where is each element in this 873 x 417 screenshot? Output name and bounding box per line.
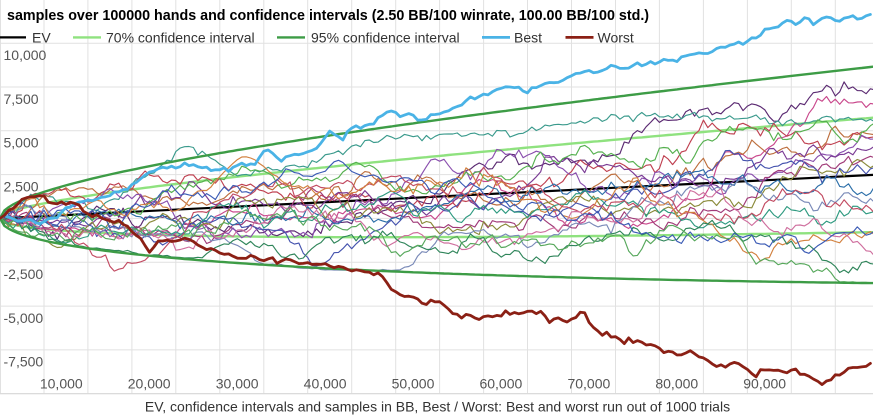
- svg-text:10,000: 10,000: [4, 47, 47, 63]
- svg-text:95% confidence interval: 95% confidence interval: [311, 30, 460, 46]
- svg-text:EV: EV: [32, 30, 51, 46]
- svg-text:40,000: 40,000: [304, 376, 347, 392]
- svg-text:30,000: 30,000: [216, 376, 259, 392]
- svg-text:90,000: 90,000: [743, 376, 786, 392]
- svg-text:60,000: 60,000: [479, 376, 522, 392]
- svg-text:-5,000: -5,000: [4, 310, 44, 326]
- svg-text:Best: Best: [514, 30, 542, 46]
- svg-text:70,000: 70,000: [567, 376, 610, 392]
- svg-text:2,500: 2,500: [4, 178, 39, 194]
- svg-text:7,500: 7,500: [4, 91, 39, 107]
- svg-text:70% confidence interval: 70% confidence interval: [106, 30, 255, 46]
- svg-text:5,000: 5,000: [4, 135, 39, 151]
- svg-text:10,000: 10,000: [40, 376, 83, 392]
- svg-text:50,000: 50,000: [392, 376, 435, 392]
- svg-text:-7,500: -7,500: [4, 354, 44, 370]
- svg-text:Worst: Worst: [598, 30, 634, 46]
- svg-text:80,000: 80,000: [655, 376, 698, 392]
- svg-text:20,000: 20,000: [128, 376, 171, 392]
- svg-text:samples over 100000 hands and: samples over 100000 hands and confidence…: [7, 8, 649, 24]
- svg-text:-2,500: -2,500: [4, 266, 44, 282]
- svg-text:EV, confidence intervals and s: EV, confidence intervals and samples in …: [145, 399, 730, 415]
